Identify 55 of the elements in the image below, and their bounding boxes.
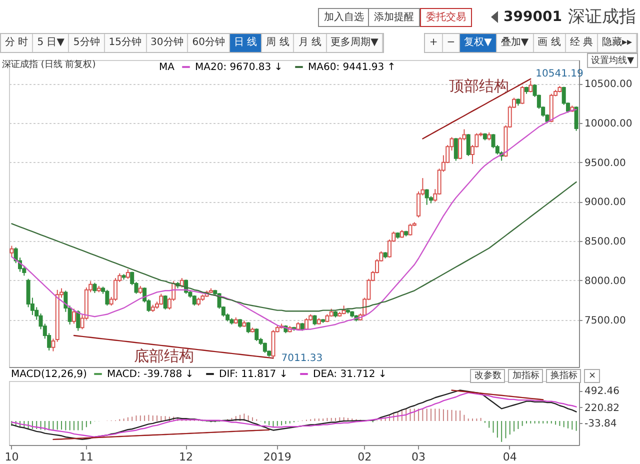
chart-subtitle: 399001 <box>504 8 562 24</box>
x-tick-label: 03 <box>412 450 426 464</box>
text: 叠加▼ <box>496 34 534 52</box>
y-tick-label: 9500.00 <box>584 158 626 169</box>
chart-title: 深证成指 <box>568 6 636 28</box>
text: 60分钟 <box>188 34 230 52</box>
text: 30分钟 <box>146 34 188 52</box>
text: 15分钟 <box>104 34 147 52</box>
text: 换指标 <box>546 369 582 383</box>
annotation: 顶部结构 <box>449 77 509 95</box>
y-tick-label: 9000.00 <box>584 197 626 208</box>
y-tick-label: 492.46 <box>584 386 620 398</box>
annotation: 7011.33 <box>281 353 323 364</box>
y-tick-label: 8000.00 <box>584 276 626 287</box>
legend-label: MACD: -39.788 ↓ <box>107 369 194 380</box>
y-tick-label: 8500.00 <box>584 236 626 248</box>
x-tick-label: 12 <box>179 450 194 464</box>
legend-label: MA60: 9441.93 ↑ <box>308 62 396 73</box>
legend-title: MACD(12,26,9) <box>11 369 88 380</box>
text: 日 线 <box>230 34 262 52</box>
text: 更多周期▼ <box>326 34 384 52</box>
text: 加入自选 <box>318 8 370 27</box>
y-tick-label: -33.84 <box>584 418 617 430</box>
x-tick-label: 2019 <box>263 450 292 464</box>
x-tick-label: 02 <box>358 450 372 464</box>
text: 改参数 <box>470 369 506 383</box>
text: 分 时 <box>1 34 34 52</box>
text: 委托交易 <box>420 8 472 27</box>
y-tick-label: 10500.00 <box>584 79 632 90</box>
annotation: 深证成指 (日线 前复权) <box>2 58 96 71</box>
text: 月 线 <box>294 34 327 52</box>
text: 添加提醒 <box>368 8 420 27</box>
text: + <box>425 34 443 52</box>
x-tick-label: 11 <box>79 450 94 464</box>
text: 经 典 <box>566 34 598 52</box>
legend-label: DEA: 31.712 ↓ <box>313 369 387 380</box>
text: × <box>584 369 600 383</box>
text: 设置均线▼ <box>587 53 638 68</box>
y-tick-label: 7500.00 <box>584 315 626 326</box>
text: 5分钟 <box>69 34 105 52</box>
y-tick-label: 10000.00 <box>584 118 632 130</box>
legend-label: MA20: 9670.83 ↓ <box>195 62 283 73</box>
x-tick-label: 10 <box>4 450 19 464</box>
legend-title: MA <box>159 62 175 73</box>
x-tick-label: 04 <box>502 450 517 464</box>
text: 隐藏▸▸ <box>598 34 637 52</box>
legend-label: DIF: 11.817 ↓ <box>219 369 288 380</box>
text: − <box>442 34 460 52</box>
text: 画 线 <box>534 34 566 52</box>
text: 复权▼ <box>460 34 497 52</box>
text: 5 日▼ <box>33 34 70 52</box>
y-tick-label: 220.82 <box>584 402 620 414</box>
text: 周 线 <box>262 34 294 52</box>
text: 加指标 <box>508 369 544 383</box>
annotation: 底部结构 <box>134 347 194 365</box>
